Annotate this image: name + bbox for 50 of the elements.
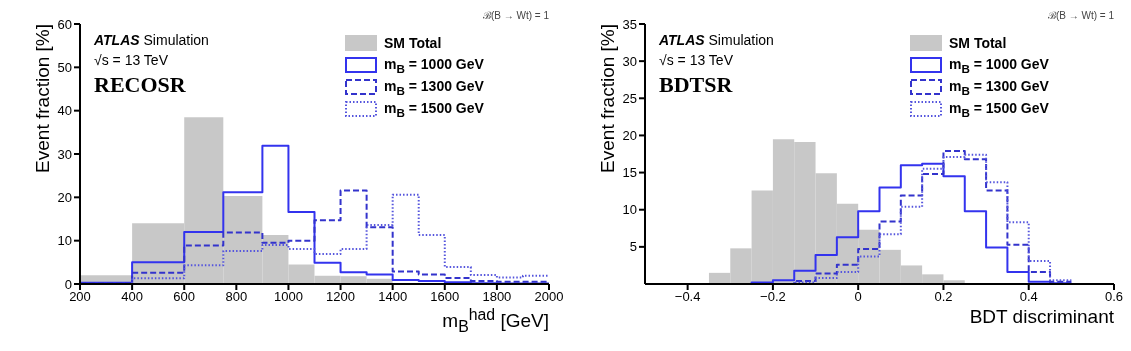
x-tick-label: 200: [69, 289, 91, 305]
x-tick-label: 2000: [534, 289, 564, 305]
y-tick-label: 40: [57, 103, 72, 119]
y-tick-label: 25: [622, 90, 637, 106]
y-tick-label: 0: [64, 276, 72, 292]
y-tick-label: 10: [57, 233, 72, 249]
x-tick-label: 1200: [326, 289, 356, 305]
x-tick-label: 1600: [430, 289, 460, 305]
x-tick-label: 600: [173, 289, 196, 305]
y-axis-title: Event fraction [%]: [32, 24, 54, 173]
text: ℬ(B → Wt) = 1: [482, 10, 549, 21]
x-tick-label: 0.4: [1019, 289, 1038, 305]
legend-label: m$_{B}$ = 1300 GeV: [949, 77, 1049, 97]
y-tick-label: 20: [57, 189, 72, 205]
annotation: RECOSR: [94, 72, 186, 97]
x-tick-label: −0.2: [760, 289, 786, 305]
text: ℬ(B → Wt) = 1: [1047, 10, 1114, 21]
y-axis-title: Event fraction [%]: [597, 24, 619, 173]
annotation: ATLAS Simulation: [659, 32, 774, 48]
x-tick-label: −0.4: [674, 289, 701, 305]
x-tick-label: 1800: [482, 289, 512, 305]
x-axis-title: BDT discriminant: [969, 306, 1114, 328]
annotation: ATLAS Simulation: [94, 32, 209, 48]
y-tick-label: 60: [57, 16, 72, 32]
annotation: BDTSR: [659, 72, 733, 97]
x-tick-label: 0.2: [934, 289, 953, 305]
legend-label: m$_{B}$ = 1500 GeV: [949, 99, 1049, 119]
legend-label: m$_{B}$ = 1000 GeV: [384, 55, 484, 75]
y-tick-label: 30: [622, 53, 637, 69]
legend-label: m$_{B}$ = 1300 GeV: [384, 77, 484, 97]
annotation: √s = 13 TeV: [94, 52, 168, 68]
legend-label: m$_{B}$ = 1000 GeV: [949, 55, 1049, 75]
y-tick-label: 30: [57, 146, 72, 162]
legend-label: SM Total: [949, 35, 1007, 51]
y-tick-label: 15: [622, 165, 637, 181]
y-tick-label: 10: [622, 202, 637, 218]
y-tick-label: 35: [622, 16, 637, 32]
x-tick-label: 0.6: [1104, 289, 1124, 305]
x-tick-label: 400: [121, 289, 143, 305]
x-tick-label: 0: [854, 289, 862, 305]
annotation: √s = 13 TeV: [659, 52, 733, 68]
x-tick-label: 1400: [378, 289, 408, 305]
legend-label: m$_{B}$ = 1500 GeV: [384, 99, 484, 119]
x-tick-label: 1000: [273, 289, 303, 305]
legend-label: SM Total: [384, 35, 442, 51]
y-tick-label: 20: [622, 128, 637, 144]
y-tick-label: 50: [57, 59, 72, 75]
x-axis-title: m$_{B}$$^{had}$ [GeV]: [442, 306, 549, 337]
x-tick-label: 800: [225, 289, 248, 305]
y-tick-label: 5: [629, 239, 637, 255]
